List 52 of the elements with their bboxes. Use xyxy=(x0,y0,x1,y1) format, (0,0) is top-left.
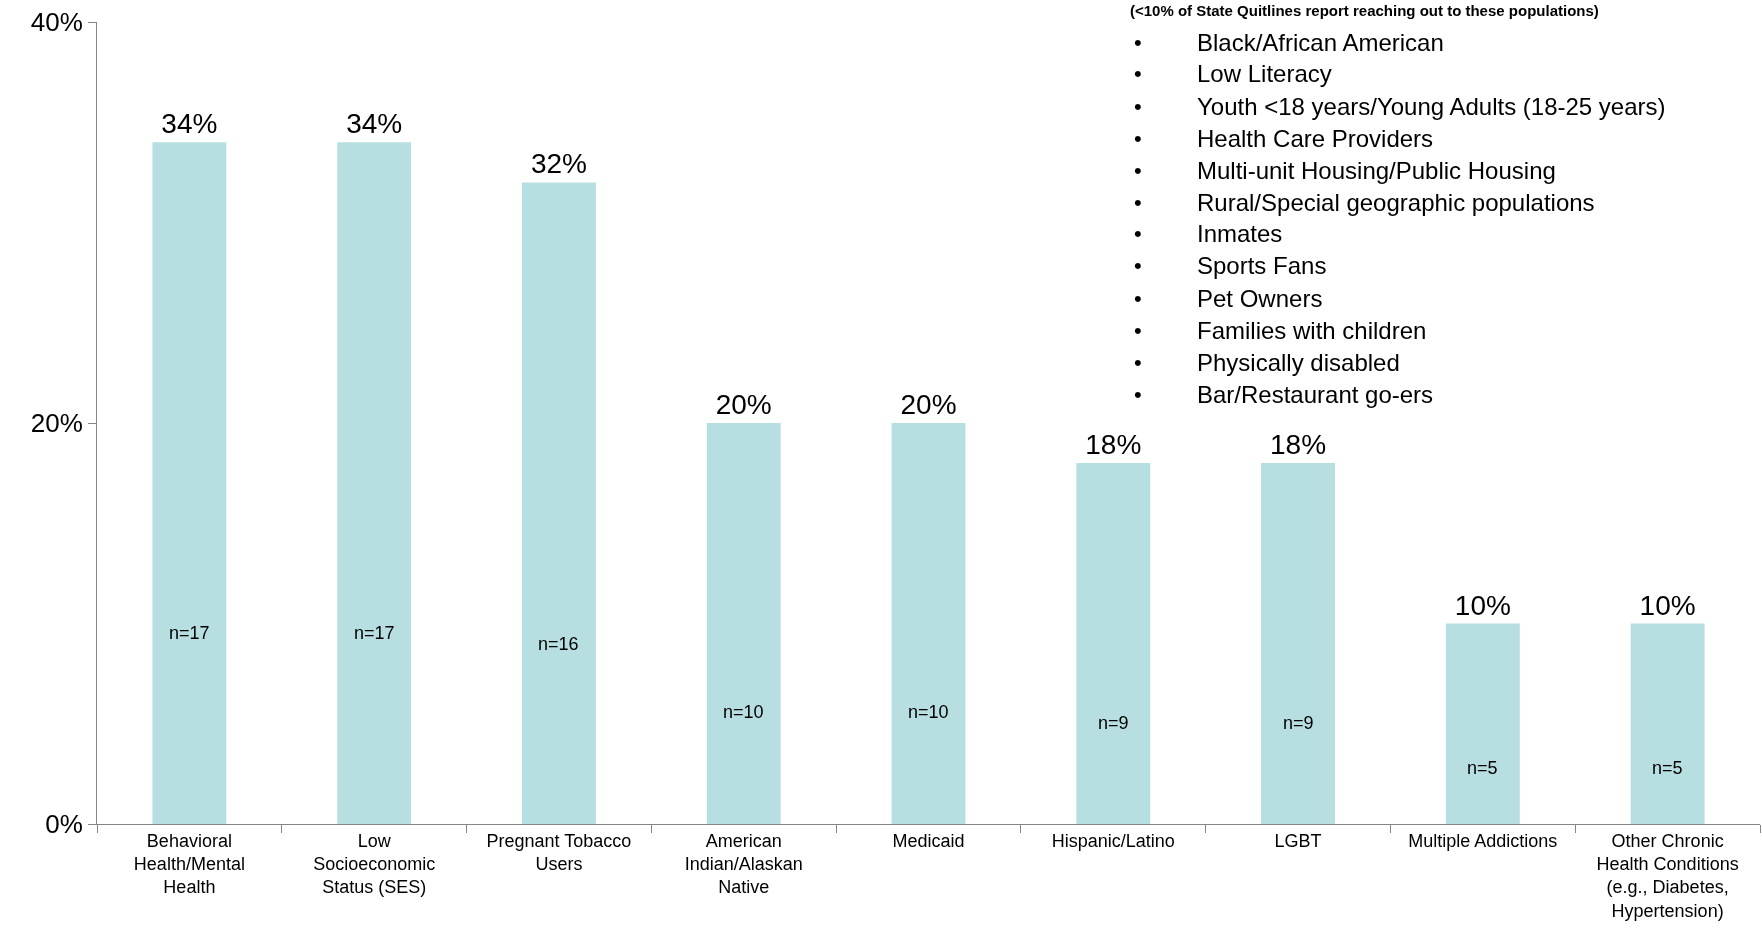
annotation: n=10 xyxy=(908,702,949,722)
data-label: 10% xyxy=(1454,589,1511,621)
x-tick-label: American Indian/Alaskan Native xyxy=(684,830,803,898)
data-label: 10% xyxy=(1639,589,1696,621)
x-tick-label: Behavioral Health/Mental Health xyxy=(133,830,245,898)
y-tick-label: 0% xyxy=(45,809,83,840)
text: • Black/African American xyxy=(1134,29,1444,56)
bar xyxy=(891,423,966,824)
annotation: n=5 xyxy=(1652,758,1683,778)
annotation: n=9 xyxy=(1283,713,1314,733)
x-tick-label: Low Socioeconomic Status (SES) xyxy=(313,830,436,898)
x-tick-label: LGBT xyxy=(1274,830,1322,851)
bar xyxy=(1630,623,1705,824)
text: • Pet Owners xyxy=(1134,285,1323,312)
data-label: 18% xyxy=(1270,429,1327,461)
data-label: 20% xyxy=(715,389,772,420)
annotation: n=17 xyxy=(169,623,210,643)
x-tick-label: Multiple Addictions xyxy=(1408,830,1558,851)
y-tick-label: 20% xyxy=(30,408,83,439)
bar xyxy=(1076,463,1151,824)
data-label: 32% xyxy=(530,148,587,180)
data-label: 20% xyxy=(900,389,957,420)
text: • Multi-unit Housing/Public Housing xyxy=(1134,157,1556,184)
text: • Inmates xyxy=(1134,220,1283,247)
data-label: 18% xyxy=(1085,429,1142,461)
text: • Sports Fans xyxy=(1134,252,1327,279)
annotation: n=16 xyxy=(538,634,579,654)
bar xyxy=(706,423,781,824)
text: (<10% of State Quitlines report reaching out to these populations) xyxy=(1130,2,1599,19)
annotation: n=10 xyxy=(723,702,764,722)
text: • Youth <18 years/Young Adults (18-25 years) xyxy=(1134,93,1666,120)
annotation: n=5 xyxy=(1467,758,1498,778)
text: • Health Care Providers xyxy=(1134,125,1434,152)
text: • Low Literacy xyxy=(1134,60,1332,87)
bar xyxy=(1445,623,1520,824)
text: • Bar/Restaurant go-ers xyxy=(1134,381,1434,408)
data-label: 34% xyxy=(346,108,403,140)
y-tick-label: 40% xyxy=(30,7,83,38)
bar xyxy=(152,142,227,824)
x-tick-label: Pregnant Tobacco Users xyxy=(486,830,632,874)
x-tick-label: Other Chronic Health Conditions (e.g., Diabetes, Hypertension) xyxy=(1596,830,1739,921)
data-label: 34% xyxy=(161,108,218,140)
text: • Families with children xyxy=(1134,317,1427,344)
text: • Physically disabled xyxy=(1134,349,1400,376)
bar xyxy=(521,182,596,824)
x-tick-label: Hispanic/Latino xyxy=(1051,830,1175,851)
text: • Rural/Special geographic populations xyxy=(1134,189,1595,216)
annotation: n=17 xyxy=(354,623,395,643)
x-tick-label: Medicaid xyxy=(892,830,965,851)
bar xyxy=(337,142,412,824)
annotation: n=9 xyxy=(1098,713,1129,733)
bar xyxy=(1261,463,1336,824)
